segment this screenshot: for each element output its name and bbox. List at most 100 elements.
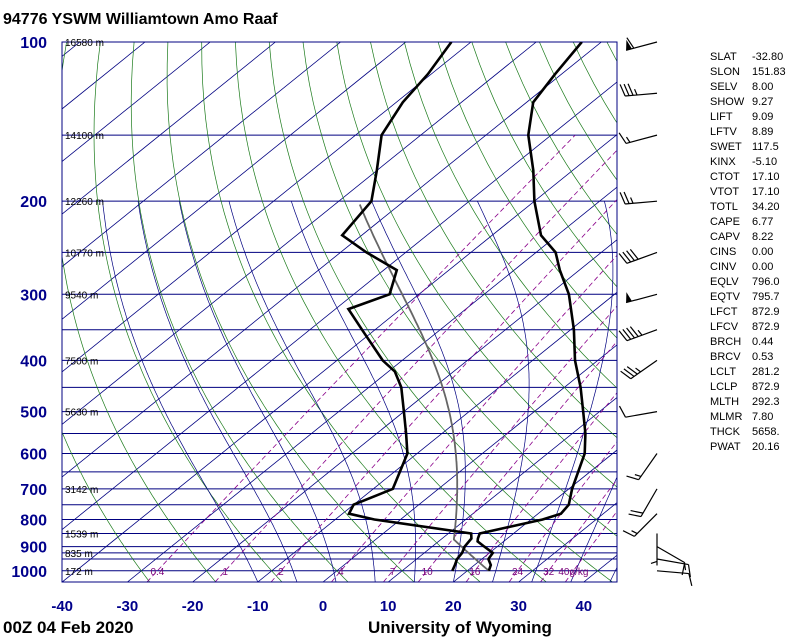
dry-adiabat-line	[302, 42, 617, 537]
mixing-ratio-label: 1	[222, 567, 228, 578]
wind-barb	[619, 83, 658, 97]
index-name: LFCT	[710, 306, 738, 318]
index-value: 0.53	[752, 351, 773, 363]
index-value: 34.20	[752, 201, 780, 213]
dry-adiabat-line	[130, 42, 349, 582]
dry-adiabat-line	[62, 42, 217, 582]
mixing-ratio-label: 16	[469, 567, 481, 578]
wind-barb	[628, 488, 658, 518]
moist-adiabat-line	[137, 201, 298, 582]
index-value: 117.5	[752, 141, 779, 153]
isotherm-line	[62, 134, 617, 582]
isotherm-line	[62, 42, 211, 163]
pressure-tick-label: 1000	[11, 564, 47, 581]
mixing-ratio-label: 32	[543, 567, 555, 578]
chart-source: University of Wyoming	[368, 618, 552, 637]
index-name: THCK	[710, 426, 741, 438]
mixing-ratio-line	[146, 134, 576, 582]
sounding-profiles	[340, 42, 587, 572]
isotherm-line	[62, 42, 602, 478]
mixing-ratio-line	[214, 149, 617, 582]
pressure-tick-label: 900	[20, 540, 47, 557]
index-value: 17.10	[752, 186, 780, 198]
index-name: CAPE	[710, 216, 740, 228]
height-label: 1539 m	[65, 529, 98, 540]
wind-barb	[626, 453, 658, 481]
pressure-tick-label: 100	[20, 35, 47, 52]
index-name: SELV	[710, 81, 738, 93]
temperature-tick-label: 0	[319, 598, 327, 615]
pressure-tick-label: 400	[20, 353, 47, 370]
isotherm-line	[127, 186, 617, 582]
dry-adiabat-line	[201, 42, 481, 582]
temperature-tick-label: 30	[510, 598, 527, 615]
index-value: 9.27	[752, 96, 773, 108]
isotherm-line	[322, 344, 617, 582]
mixing-ratio-label: 24	[512, 567, 524, 578]
index-name: VTOT	[710, 186, 739, 198]
index-name: SLAT	[710, 51, 737, 63]
index-name: LFTV	[710, 126, 738, 138]
index-value: 8.00	[752, 81, 773, 93]
index-value: 795.7	[752, 291, 780, 303]
chart-title: 94776 YSWM Williamtown Amo Raaf	[3, 11, 278, 28]
mixing-ratio-label: 2	[278, 567, 284, 578]
moist-adiabat-line	[531, 201, 614, 582]
height-label: 5630 m	[65, 408, 98, 419]
isotherm-line	[62, 42, 537, 425]
height-label: 14100 m	[65, 131, 104, 142]
isotherm-line	[0, 42, 15, 582]
index-name: LFCV	[710, 321, 739, 333]
mixing-ratio-label: 10	[422, 567, 434, 578]
isotherm-line	[62, 42, 341, 268]
wind-barb	[619, 191, 658, 205]
wind-barb	[620, 359, 658, 380]
temperature-tick-label: 10	[380, 598, 397, 615]
wind-barb	[625, 37, 658, 51]
height-label: 835 m	[65, 549, 93, 560]
index-value: 5658.	[752, 426, 780, 438]
mixing-ratio-label: 7	[390, 567, 396, 578]
index-value: 872.9	[752, 321, 780, 333]
isotherm-line	[62, 42, 81, 57]
mixing-ratio-line	[564, 510, 617, 582]
mixing-ratio-label: 4	[338, 567, 344, 578]
index-name: MLMR	[710, 411, 742, 423]
moist-adiabat-line	[102, 201, 259, 582]
wind-barb	[656, 570, 693, 587]
dry-adiabat-line	[166, 42, 415, 582]
isotherm-line	[62, 81, 617, 531]
dry-adiabat-line	[471, 42, 617, 288]
temperature-tick-label: -10	[247, 598, 269, 615]
dry-adiabat-line	[62, 431, 150, 582]
isotherm-line	[387, 396, 617, 582]
index-value: 9.09	[752, 111, 773, 123]
index-name: LCLT	[710, 366, 736, 378]
wind-barb	[618, 326, 658, 342]
mixing-ratio-label: 40g/kg	[558, 567, 588, 578]
temperature-tick-label: -20	[182, 598, 204, 615]
mixing-ratio-line	[508, 441, 617, 582]
pressure-tick-label: 300	[20, 287, 47, 304]
dry-adiabat-line	[268, 42, 613, 582]
index-value: 7.80	[752, 411, 773, 423]
index-name: EQLV	[710, 276, 739, 288]
index-name: CTOT	[710, 171, 740, 183]
temperature-tick-label: -40	[51, 598, 73, 615]
index-name: SHOW	[710, 96, 745, 108]
isotherm-line	[62, 42, 472, 373]
index-name: BRCV	[710, 351, 741, 363]
dry-adiabat-line	[403, 42, 617, 389]
index-name: CINS	[710, 246, 736, 258]
moist-adiabat-line	[477, 201, 530, 582]
index-name: TOTL	[710, 201, 738, 213]
index-value: 872.9	[752, 381, 780, 393]
moist-adiabat-line	[228, 201, 376, 582]
index-value: 0.00	[752, 261, 773, 273]
stability-indices: SLAT -32.80 SLON 151.83 SELV 8.00 SHOW 9.27 LIFT…	[710, 51, 786, 453]
index-value: 6.77	[752, 216, 773, 228]
index-name: KINX	[710, 156, 736, 168]
isotherm-line	[192, 239, 617, 582]
height-label: 3142 m	[65, 485, 98, 496]
index-name: PWAT	[710, 441, 741, 453]
